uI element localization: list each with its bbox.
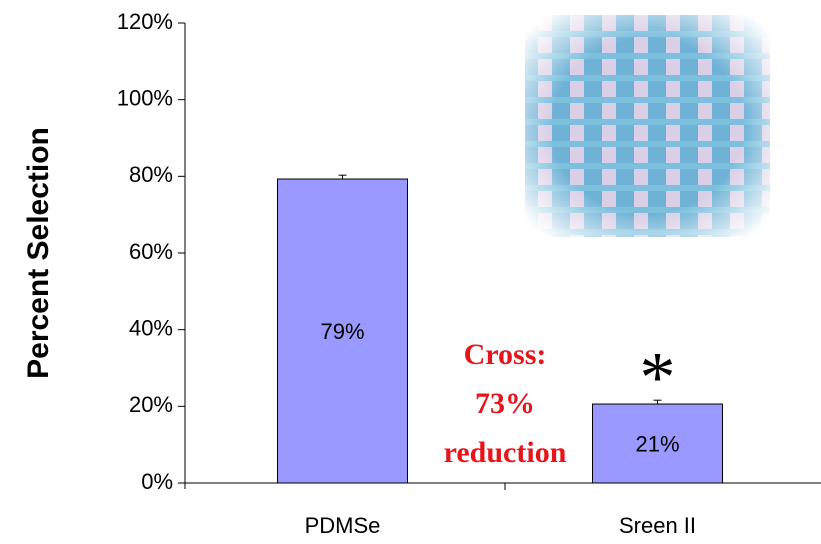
annotation: 73% (475, 387, 535, 420)
photo-inset (515, 5, 780, 247)
y-tick-label: 80% (129, 162, 173, 187)
y-tick-label: 100% (117, 85, 173, 110)
value-label: 79% (320, 319, 364, 344)
y-axis-label: Percent Selection (22, 127, 55, 379)
y-tick-label: 0% (141, 469, 173, 494)
annotation: Cross: (464, 338, 547, 371)
significance-marker: * (640, 338, 676, 418)
y-tick-label: 60% (129, 239, 173, 264)
photo-fade (515, 5, 780, 247)
x-tick-label: Sreen II (619, 513, 696, 538)
y-tick-label: 20% (129, 392, 173, 417)
annotation: reduction (444, 436, 567, 469)
y-tick-label: 40% (129, 315, 173, 340)
value-label: 21% (635, 431, 679, 456)
y-tick-label: 120% (117, 9, 173, 34)
bar (592, 403, 723, 484)
bar (277, 178, 408, 484)
x-tick-label: PDMSe (305, 513, 381, 538)
